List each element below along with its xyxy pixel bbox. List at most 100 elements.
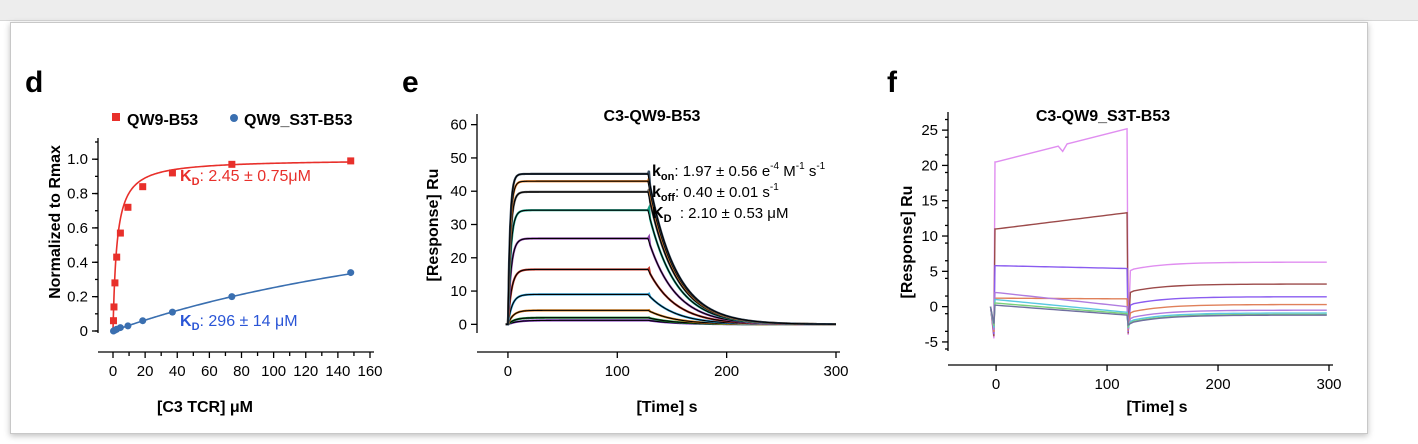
x-tick-label-d: 20 bbox=[137, 363, 154, 380]
plot-area-d: 0 20 40 60 80 100 120 140 160 0 0.2 0.4 0.6 0.8 1.0 bbox=[67, 138, 383, 380]
x-tick-label-d: 120 bbox=[293, 363, 318, 380]
koff-sup: -1 bbox=[770, 182, 779, 193]
data-point-qw9 bbox=[124, 203, 132, 211]
kinetics-kon: kon: 1.97 ± 0.56 e-4 M-1 s-1 bbox=[652, 161, 826, 183]
sensorgram-trace bbox=[989, 302, 1327, 329]
data-point-s3t bbox=[228, 293, 236, 301]
x-tick-label-f: 200 bbox=[1206, 376, 1231, 393]
kinetics-koff: koff: 0.40 ± 0.01 s-1 bbox=[652, 182, 779, 204]
data-point-qw9 bbox=[110, 303, 118, 311]
x-tick-label-e: 200 bbox=[714, 363, 739, 380]
y-tick-label-f: 0 bbox=[930, 299, 938, 316]
fit-curve bbox=[505, 268, 837, 325]
sensorgram-trace bbox=[989, 297, 1327, 333]
top-strip bbox=[0, 0, 1418, 21]
kd-e-value: : 2.10 ± 0.53 μM bbox=[672, 205, 789, 222]
data-point-qw9 bbox=[109, 317, 117, 325]
x-axis-label-d: [C3 TCR] μM bbox=[157, 399, 253, 416]
kinetics-kd: KD : 2.10 ± 0.53 μM bbox=[652, 205, 788, 225]
x-tick-label-f: 100 bbox=[1095, 376, 1120, 393]
x-tick-label-d: 0 bbox=[109, 363, 117, 380]
y-axis-label-f: [Response] Ru bbox=[899, 186, 916, 299]
y-tick-label-d: 0.8 bbox=[67, 186, 88, 203]
panel-letter-e: e bbox=[402, 66, 419, 99]
data-point-s3t bbox=[116, 324, 124, 332]
x-tick-label-e: 100 bbox=[605, 363, 630, 380]
legend-marker-qw9 bbox=[112, 113, 120, 121]
kd-e-sub: D bbox=[664, 213, 672, 225]
x-tick-label-d: 60 bbox=[201, 363, 218, 380]
kon-unit: M bbox=[779, 163, 796, 180]
y-axis-label-d: Normalized to Rmax bbox=[47, 145, 64, 299]
kon-unit-sup: -1 bbox=[796, 161, 805, 172]
y-tick-label-f: 10 bbox=[921, 228, 938, 245]
y-tick-label-d: 0.2 bbox=[67, 289, 88, 306]
data-point-s3t bbox=[347, 269, 355, 277]
panel-letter-d: d bbox=[25, 66, 43, 99]
x-tick-label-e: 0 bbox=[504, 363, 512, 380]
y-tick-label-f: -5 bbox=[925, 334, 938, 351]
koff-sub: off bbox=[661, 192, 675, 204]
plot-area-e: 0 100 200 300 0 10 20 30 40 50 60 bbox=[450, 114, 849, 380]
x-tick-label-d: 100 bbox=[261, 363, 286, 380]
kd-label-qw9: KD: 2.45 ± 0.75μM bbox=[180, 168, 311, 188]
plot-area-f: 0 100 200 300 -5 0 5 10 15 20 25 bbox=[921, 112, 1342, 393]
x-axis-label-f: [Time] s bbox=[1126, 399, 1187, 416]
x-tick-label-d: 40 bbox=[169, 363, 186, 380]
y-tick-label-e: 50 bbox=[450, 150, 467, 167]
chart-title-e: C3-QW9-B53 bbox=[604, 108, 701, 125]
sensorgram-trace bbox=[989, 304, 1327, 327]
kon-unit2: s bbox=[805, 163, 817, 180]
sensorgram-trace bbox=[989, 127, 1327, 339]
y-tick-label-f: 5 bbox=[930, 263, 938, 280]
y-tick-label-f: 15 bbox=[921, 193, 938, 210]
y-tick-label-e: 10 bbox=[450, 283, 467, 300]
y-tick-label-e: 60 bbox=[450, 117, 467, 134]
kon-value: : 1.97 ± 0.56 e bbox=[674, 163, 770, 180]
kd-e-symbol: K bbox=[652, 205, 664, 222]
data-point-s3t bbox=[168, 308, 176, 316]
y-tick-label-d: 0.6 bbox=[67, 220, 88, 237]
kon-symbol: k bbox=[652, 163, 661, 180]
legend-marker-s3t bbox=[230, 114, 238, 122]
data-point-s3t bbox=[139, 317, 147, 325]
kd-s3t-value: : 296 ± 14 μM bbox=[200, 313, 298, 330]
panel-e: C3-QW9-B53 [Time] s [Response] Ru 0 100 20… bbox=[425, 108, 849, 416]
data-point-qw9 bbox=[347, 157, 355, 165]
x-axis-label-e: [Time] s bbox=[636, 399, 697, 416]
x-tick-label-e: 300 bbox=[823, 363, 848, 380]
x-tick-label-d: 80 bbox=[233, 363, 250, 380]
kon-unit2-sup: -1 bbox=[816, 161, 825, 172]
kon-sub: on bbox=[661, 171, 675, 183]
kd-qw9-symbol: K bbox=[180, 168, 192, 185]
sensorgram-trace bbox=[989, 291, 1327, 331]
y-tick-label-d: 1.0 bbox=[67, 151, 88, 168]
y-tick-label-f: 25 bbox=[921, 122, 938, 139]
kd-qw9-sub: D bbox=[192, 176, 200, 188]
data-point-qw9 bbox=[113, 253, 121, 261]
data-point-qw9 bbox=[168, 169, 176, 177]
kd-qw9-value: : 2.45 ± 0.75μM bbox=[200, 168, 311, 185]
sensorgram-trace bbox=[989, 264, 1327, 335]
y-tick-label-e: 0 bbox=[459, 316, 467, 333]
kd-s3t-sub: D bbox=[192, 321, 200, 333]
data-point-s3t bbox=[124, 322, 132, 330]
kon-sup: -4 bbox=[770, 161, 779, 172]
y-axis-label-e: [Response] Ru bbox=[425, 169, 442, 282]
sensorgram-trace bbox=[989, 211, 1327, 337]
y-tick-label-e: 40 bbox=[450, 183, 467, 200]
panel-f: C3-QW9_S3T-B53 [Time] s [Response] Ru 0 1… bbox=[899, 108, 1342, 416]
y-tick-label-d: 0.4 bbox=[67, 254, 88, 271]
panel-letter-f: f bbox=[887, 66, 898, 99]
kd-label-s3t: KD: 296 ± 14 μM bbox=[180, 313, 298, 333]
fit-curve-qw9 bbox=[112, 161, 351, 332]
x-tick-label-f: 300 bbox=[1316, 376, 1341, 393]
data-point-qw9 bbox=[116, 229, 124, 237]
y-tick-label-e: 30 bbox=[450, 217, 467, 234]
chart-title-f: C3-QW9_S3T-B53 bbox=[1036, 108, 1170, 125]
koff-symbol: k bbox=[652, 184, 661, 201]
legend-label-s3t: QW9_S3T-B53 bbox=[244, 112, 353, 129]
y-tick-label-d: 0 bbox=[80, 323, 88, 340]
x-tick-label-f: 0 bbox=[992, 376, 1000, 393]
